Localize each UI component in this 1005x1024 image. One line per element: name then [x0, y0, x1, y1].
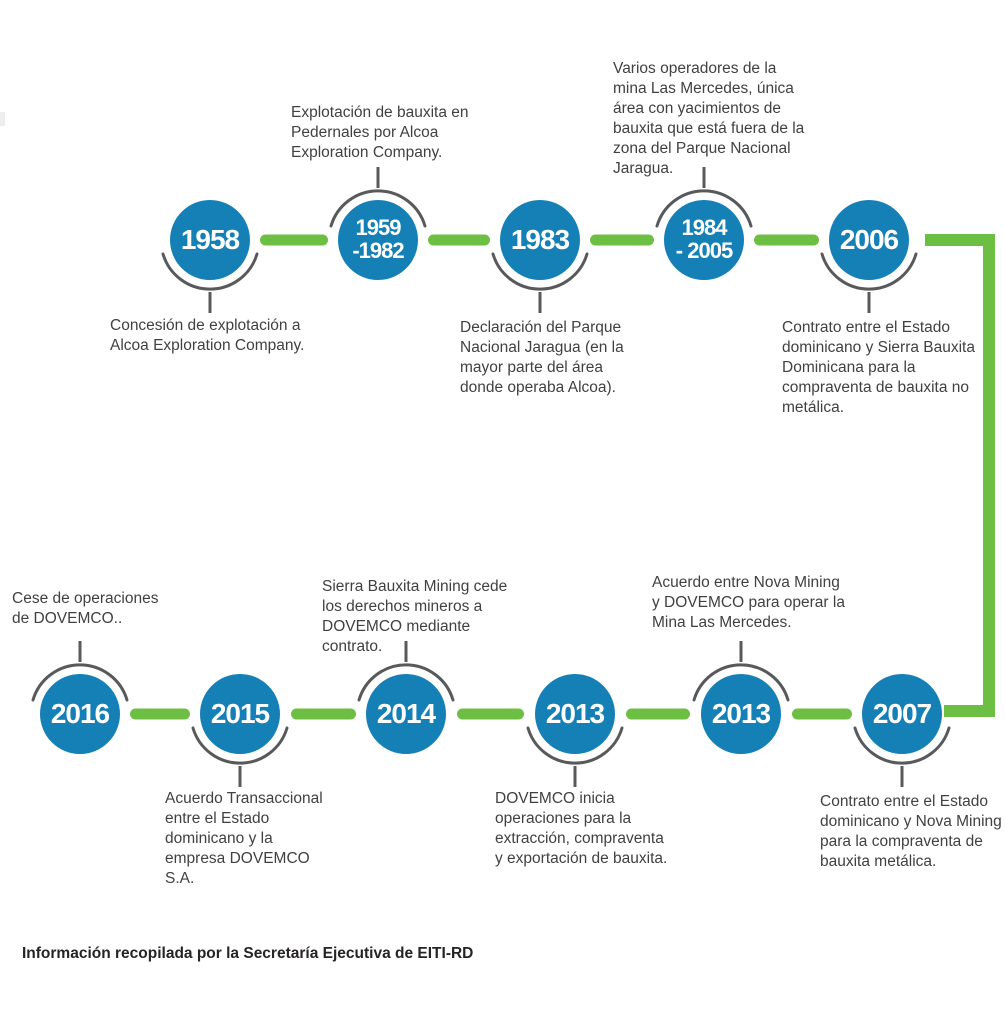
left-edge-artifact — [0, 112, 5, 126]
event-label-2013-a: DOVEMCO inicia operaciones para la extra… — [495, 790, 668, 867]
year-label-2013-a: 2013 — [545, 697, 605, 729]
timeline-node-1984-2005: 1984 - 2005 — [664, 200, 744, 280]
year-label-1983: 1983 — [510, 223, 570, 255]
footer-credit: Información recopilada por la Secretaría… — [22, 945, 474, 962]
node-arcs-below — [161, 252, 951, 787]
timeline-node-2015: 2015 — [200, 674, 280, 754]
event-label-1984-2005: Varios operadores de la mina Las Mercede… — [613, 60, 805, 177]
timeline-node-1983: 1983 — [500, 200, 580, 280]
year-label-2007: 2007 — [872, 697, 932, 729]
timeline-node-2013-b: 2013 — [701, 674, 781, 754]
event-label-2015: Acuerdo Transaccional entre el Estado do… — [165, 790, 323, 887]
green-line-top-row — [260, 234, 819, 246]
timeline-node-2014: 2014 — [366, 674, 446, 754]
node-arcs-above — [31, 167, 790, 702]
year-label-2013-b: 2013 — [711, 697, 771, 729]
green-line-bottom-row — [130, 708, 852, 720]
event-label-2007: Contrato entre el Estado dominicano y No… — [820, 793, 1002, 870]
event-label-1959-1982: Explotación de bauxita en Pedernales por… — [291, 104, 469, 161]
timeline-node-2007: 2007 — [862, 674, 942, 754]
timeline-node-2016: 2016 — [40, 674, 120, 754]
event-label-1983: Declaración del Parque Nacional Jaragua … — [460, 319, 624, 396]
event-label-2014: Sierra Bauxita Mining cede los derechos … — [322, 578, 508, 655]
event-label-2016: Cese de operaciones de DOVEMCO.. — [12, 590, 159, 627]
year-label-2006: 2006 — [839, 223, 899, 255]
year-label-1984-2005: 1984 - 2005 — [675, 215, 733, 263]
event-label-2006: Contrato entre el Estado dominicano y Si… — [782, 319, 975, 416]
green-elbow-connector — [925, 234, 995, 717]
year-label-2016: 2016 — [50, 697, 110, 729]
event-label-2013-b: Acuerdo entre Nova Mining y DOVEMCO para… — [652, 574, 845, 631]
timeline-node-2006: 2006 — [829, 200, 909, 280]
timeline-node-1959-1982: 1959 -1982 — [338, 200, 418, 280]
year-label-1959-1982: 1959 -1982 — [352, 215, 404, 263]
timeline-node-2013-a: 2013 — [535, 674, 615, 754]
event-label-1958: Concesión de explotación a Alcoa Explora… — [110, 317, 305, 354]
year-label-2014: 2014 — [376, 697, 436, 729]
year-label-1958: 1958 — [180, 223, 240, 255]
timeline-node-1958: 1958 — [170, 200, 250, 280]
year-label-2015: 2015 — [210, 697, 270, 729]
